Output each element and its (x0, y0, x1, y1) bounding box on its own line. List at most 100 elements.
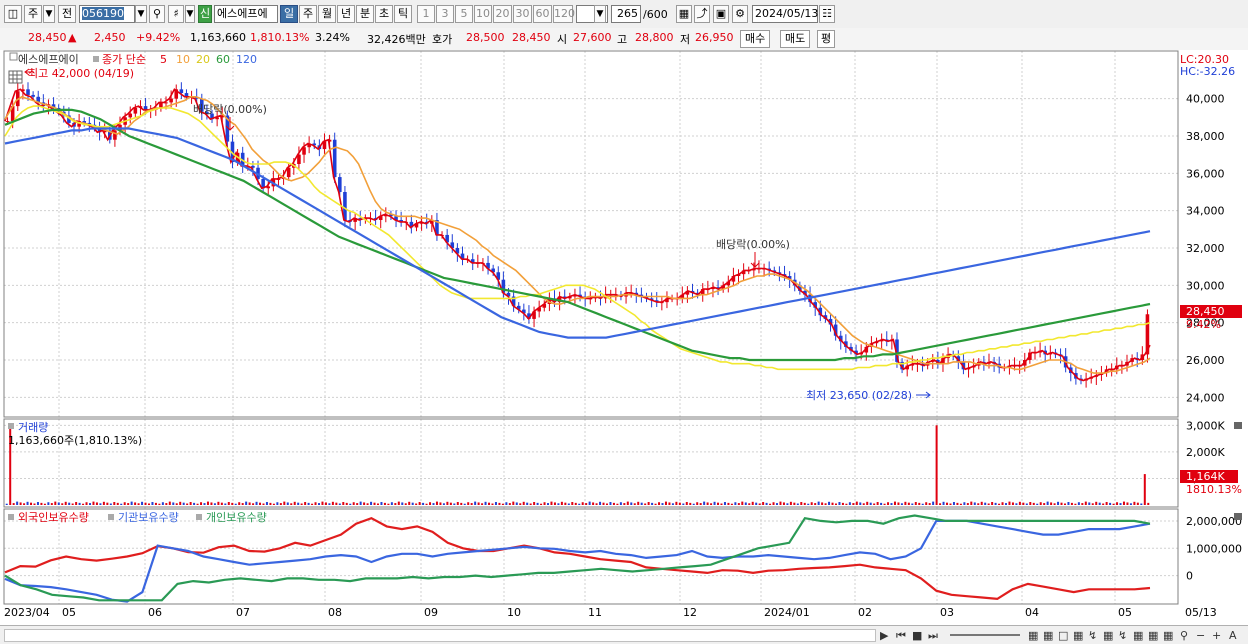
volume-bar (68, 502, 71, 505)
volume-bar (390, 502, 393, 505)
tab-week[interactable]: 주 (299, 5, 317, 23)
code-input[interactable]: 056190 (79, 5, 135, 23)
scroll-track[interactable] (4, 629, 876, 642)
tool-icon-8[interactable]: ▦ (1133, 629, 1144, 642)
volume-bar (664, 501, 667, 505)
volume-bar (109, 503, 112, 505)
volume-bar (439, 502, 442, 505)
volume-bar (963, 502, 966, 505)
candle-body (511, 296, 516, 306)
candle-body (261, 178, 265, 189)
x-tick-label: 06 (148, 606, 162, 619)
x-tick-label: 2023/04 (4, 606, 50, 619)
tool-icon-6[interactable]: ▦ (1103, 629, 1114, 642)
candle-body (169, 98, 173, 103)
date-input[interactable]: 2024/05/13 (752, 5, 818, 23)
tab-second[interactable]: 초 (375, 5, 393, 23)
minute-120[interactable]: 120 (553, 5, 575, 23)
interval-dropdown-icon[interactable]: ▼ (594, 5, 606, 23)
volume-bar (1046, 501, 1049, 505)
tab-day[interactable]: 일 (280, 5, 298, 23)
volume-bar (366, 503, 369, 505)
volume-bar (789, 501, 792, 505)
chart-area[interactable]: 24,000 26,000 28,000 30,000 32,000 34,000 36,0… (0, 50, 1248, 625)
flat-button[interactable]: 평 (817, 30, 836, 48)
volume-bar (467, 502, 470, 505)
volume-bar (1105, 502, 1108, 505)
stop-icon[interactable]: ■ (912, 629, 923, 642)
calendar-icon[interactable]: ☷ (819, 5, 835, 23)
volume-panel-icon (8, 423, 14, 429)
volume-bar (564, 502, 567, 505)
tool-icon-3[interactable]: □ (1058, 629, 1069, 642)
draw-icon[interactable]: ⤴ (694, 5, 710, 23)
volume-bar (404, 503, 407, 505)
minute-5[interactable]: 5 (455, 5, 473, 23)
candle-body (113, 130, 117, 140)
volume-panel-value: 1,163,660주(1,810.13%) (8, 434, 142, 447)
tool-icon-5[interactable]: ↯ (1088, 629, 1098, 642)
magnify-icon[interactable]: ⚲ (1180, 629, 1189, 642)
tab-year[interactable]: 년 (337, 5, 355, 23)
volume-bar (890, 503, 893, 505)
minute-3[interactable]: 3 (436, 5, 454, 23)
candle-body (220, 115, 225, 118)
volume-bar (609, 502, 612, 505)
volume-bar (36, 502, 39, 505)
sell-button[interactable]: 매도 (780, 30, 811, 48)
zoom-out-icon[interactable]: − (1196, 629, 1206, 642)
volume-bar (991, 502, 994, 505)
tab-minute[interactable]: 분 (356, 5, 374, 23)
volume-bar (314, 502, 317, 505)
volume-bar (866, 501, 869, 505)
volume-panel-title: 거래량 (18, 421, 48, 434)
minute-20[interactable]: 20 (493, 5, 512, 23)
tool-icon-9[interactable]: ▦ (1148, 629, 1159, 642)
tool-icon-2[interactable]: ▦ (1043, 629, 1054, 642)
save-icon[interactable]: ▣ (713, 5, 729, 23)
font-size-icon[interactable]: A (1229, 629, 1237, 642)
prev-button[interactable]: 전 (58, 5, 76, 23)
candle-body (486, 262, 490, 269)
tool-icon-1[interactable]: ▦ (1028, 629, 1039, 642)
forward-icon[interactable]: ⏭ (928, 629, 938, 642)
tab-tick[interactable]: 틱 (394, 5, 412, 23)
zoom-slider[interactable] (950, 634, 1020, 636)
buy-button[interactable]: 매수 (740, 30, 771, 48)
tab-month[interactable]: 월 (318, 5, 336, 23)
layout-icon[interactable]: ◫ (4, 5, 22, 23)
legend-ma5: 5 (160, 53, 167, 66)
price-tag-box (1180, 305, 1242, 318)
minute-60[interactable]: 60 (533, 5, 552, 23)
tool-icon-10[interactable]: ▦ (1163, 629, 1174, 642)
volume-bar (304, 502, 307, 505)
volume-bar (939, 503, 942, 505)
speaker-dropdown-icon[interactable]: ▼ (185, 5, 195, 23)
volume-bar (1091, 503, 1094, 505)
compare-icon[interactable]: ▦ (676, 5, 692, 23)
volume-ratio: 1,810.13% (250, 31, 310, 44)
volume-bar (973, 502, 976, 505)
search-icon[interactable]: ⚲ (149, 5, 165, 23)
minute-30[interactable]: 30 (513, 5, 532, 23)
tool-icon-7[interactable]: ↯ (1118, 629, 1128, 642)
gear-icon[interactable]: ⚙ (732, 5, 748, 23)
minute-1[interactable]: 1 (417, 5, 435, 23)
minute-10[interactable]: 10 (474, 5, 492, 23)
rewind-icon[interactable]: ⏮ (896, 629, 906, 642)
change-value: 2,450 (94, 31, 126, 44)
volume-bar (134, 502, 137, 505)
count-input[interactable]: 265 (611, 5, 641, 23)
volume-bar (959, 503, 962, 505)
volume-bar (515, 502, 518, 505)
market-select[interactable]: 주 (24, 5, 42, 23)
code-dropdown-icon[interactable]: ▼ (135, 5, 147, 23)
candle-body (128, 113, 133, 118)
x-tick-label: 02 (858, 606, 872, 619)
market-dropdown-icon[interactable]: ▼ (43, 5, 55, 23)
volume-bar (550, 501, 553, 505)
zoom-in-icon[interactable]: + (1212, 629, 1222, 642)
speaker-icon[interactable]: ♯ (168, 5, 184, 23)
scroll-right-icon[interactable]: ▶ (880, 629, 889, 642)
tool-icon-4[interactable]: ▦ (1073, 629, 1084, 642)
